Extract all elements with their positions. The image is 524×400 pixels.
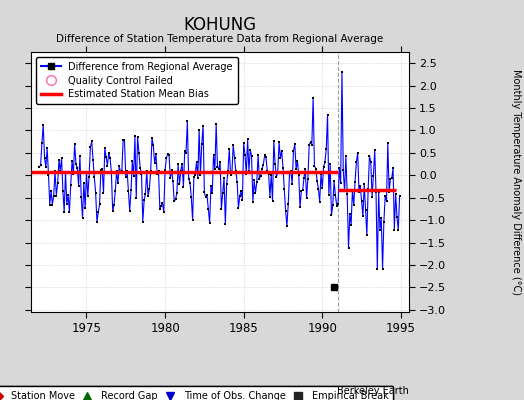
Text: KOHUNG: KOHUNG xyxy=(183,16,257,34)
Text: Monthly Temperature Anomaly Difference (°C): Monthly Temperature Anomaly Difference (… xyxy=(511,69,521,295)
Legend: Station Move, Record Gap, Time of Obs. Change, Empirical Break: Station Move, Record Gap, Time of Obs. C… xyxy=(0,386,394,400)
Text: Difference of Station Temperature Data from Regional Average: Difference of Station Temperature Data f… xyxy=(57,34,384,44)
Text: Berkeley Earth: Berkeley Earth xyxy=(337,386,409,396)
